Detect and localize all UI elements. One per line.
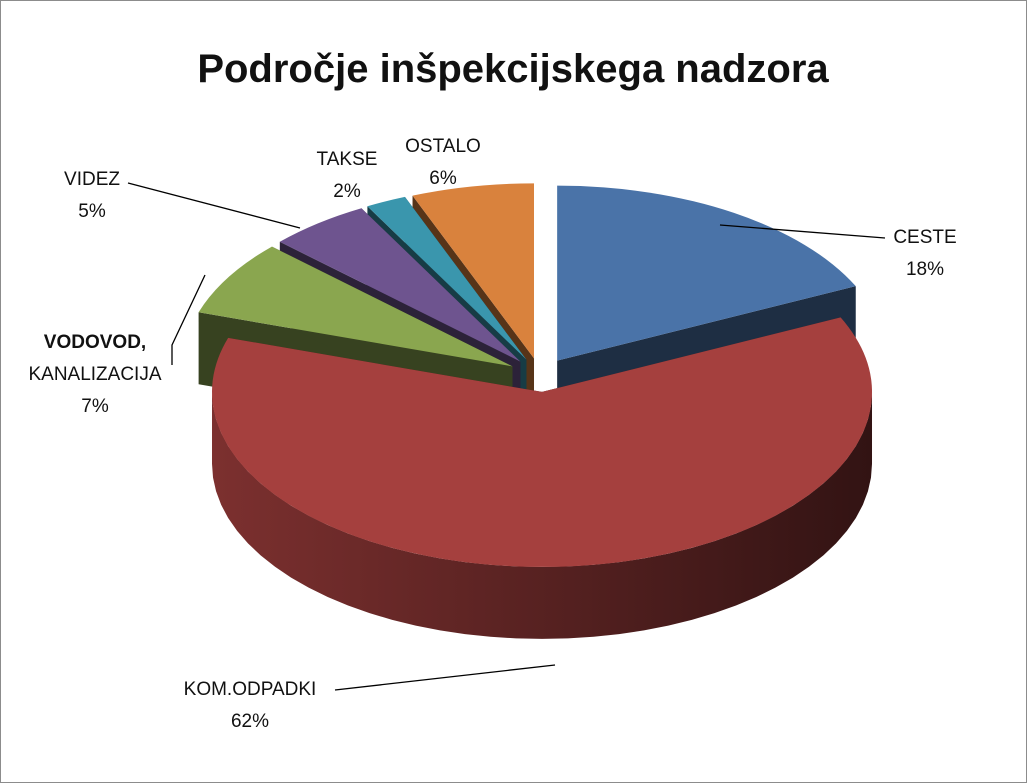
value-label: 18% [906, 259, 944, 280]
value-label: 6% [429, 168, 457, 189]
category-label: KOM.ODPADKI [184, 679, 317, 700]
slice [367, 196, 527, 360]
slice [279, 208, 521, 362]
value-label: 5% [78, 201, 106, 222]
value-label: 2% [333, 181, 361, 202]
slice [212, 317, 873, 567]
slice [557, 185, 856, 361]
chart-title: Področje inšpekcijskega nadzora [197, 47, 829, 91]
category-label: OSTALO [405, 136, 481, 157]
value-label: 7% [81, 396, 109, 417]
label-part: VODOVOD, [44, 332, 146, 353]
value-label: 62% [231, 711, 269, 732]
category-label: CESTE [893, 227, 956, 248]
category-label: VIDEZ [64, 169, 120, 190]
label-part: KANALIZACIJA [28, 364, 161, 385]
leader-line [127, 182, 301, 229]
leader-line [334, 664, 556, 691]
leader-line [719, 224, 886, 239]
leader-line [171, 274, 206, 365]
slice [412, 183, 535, 359]
slice-wall [212, 391, 873, 639]
slice [198, 246, 513, 367]
category-label: VODOVOD, KANALIZACIJA [28, 332, 161, 385]
category-label: TAKSE [317, 149, 378, 170]
